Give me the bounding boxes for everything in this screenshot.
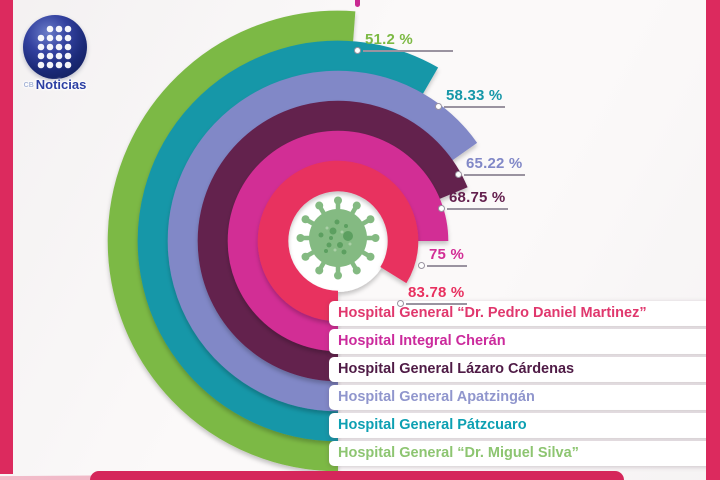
virus-spike-knob — [334, 271, 342, 280]
broadcaster-logo: CB Noticias — [20, 15, 90, 92]
logo-dot — [64, 61, 72, 69]
virus-spot — [344, 224, 348, 228]
virus-spike-knob — [352, 201, 361, 210]
virus-spike-knob — [301, 215, 310, 224]
logo-dot — [37, 34, 45, 42]
virus-spike-knob — [301, 252, 310, 261]
virus-body — [309, 209, 367, 267]
legend-row-hospital-2: Hospital General Lázaro Cárdenas — [329, 357, 714, 382]
virus-spike-knob — [352, 266, 361, 275]
virus-spot — [334, 219, 340, 225]
virus-spot — [329, 227, 337, 235]
virus-spike-knob — [296, 234, 305, 242]
logo-dot — [55, 43, 63, 51]
logo-dot — [64, 43, 72, 51]
virus-spike-knob — [366, 252, 375, 261]
dot-sphere-logo-icon — [23, 15, 87, 79]
logo-wordmark: CB Noticias — [20, 77, 90, 92]
virus-spike-knob — [334, 196, 342, 205]
logo-dot — [64, 34, 72, 42]
logo-dot — [55, 34, 63, 42]
arc-hospital-3 — [167, 70, 478, 412]
logo-dot — [37, 52, 45, 60]
logo-dot — [37, 61, 45, 69]
arc-group — [107, 10, 478, 472]
logo-dot — [64, 52, 72, 60]
virus-spot — [318, 232, 324, 238]
logo-dot — [55, 25, 63, 33]
logo-dot — [46, 61, 54, 69]
bottom-crimson-ribbon — [90, 471, 624, 480]
logo-name: Noticias — [35, 77, 87, 92]
virus-spike-knob — [371, 234, 380, 242]
legend-row-hospital-0: Hospital General “Dr. Pedro Daniel Marti… — [329, 301, 714, 326]
arc-hospital-0 — [257, 160, 419, 322]
logo-prefix: CB — [23, 82, 34, 89]
arc-hospital-5 — [107, 10, 356, 472]
virus-spot — [341, 249, 347, 255]
logo-dot — [46, 25, 54, 33]
pct-label-0: 83.78 % — [396, 284, 468, 307]
left-border-strip — [0, 0, 13, 474]
logo-dot-matrix — [37, 25, 72, 69]
virus-spot — [329, 236, 333, 240]
coronavirus-icon — [296, 196, 380, 280]
virus-spot — [326, 242, 332, 248]
virus-spike-knob — [315, 201, 324, 210]
legend-row-hospital-4: Hospital General Pátzcuaro — [329, 413, 714, 438]
virus-spike-knob — [366, 215, 375, 224]
pct-value: 51.2 % — [354, 31, 453, 54]
pct-label-5: 51.2 % — [354, 31, 453, 54]
arc-hospital-1 — [227, 130, 449, 352]
virus-speckle — [325, 226, 329, 230]
pct-value: 58.33 % — [434, 87, 506, 110]
logo-dot — [55, 61, 63, 69]
legend-row-hospital-1: Hospital Integral Cherán — [329, 329, 714, 354]
logo-dot — [64, 25, 72, 33]
pct-value: 65.22 % — [454, 155, 526, 178]
logo-dot — [46, 52, 54, 60]
virus-spot — [337, 242, 343, 248]
pct-label-1: 75 % — [418, 246, 467, 269]
pct-value: 83.78 % — [396, 284, 468, 307]
virus-spot — [324, 249, 328, 253]
pct-label-3: 65.22 % — [454, 155, 526, 178]
pct-label-2: 68.75 % — [437, 189, 509, 212]
pct-label-4: 58.33 % — [434, 87, 506, 110]
arc-hospital-4 — [137, 40, 439, 442]
logo-dot — [46, 34, 54, 42]
logo-dot — [46, 43, 54, 51]
virus-spike-knob — [315, 266, 324, 275]
logo-dot — [55, 52, 63, 60]
pct-value: 75 % — [418, 246, 467, 269]
virus-spot — [343, 231, 353, 241]
virus-speckle — [348, 242, 352, 246]
legend-row-hospital-5: Hospital General “Dr. Miguel Silva” — [329, 441, 714, 466]
pct-value: 68.75 % — [437, 189, 509, 212]
virus-speckle — [333, 248, 337, 252]
clipped-title-descender — [355, 0, 360, 7]
legend-row-hospital-3: Hospital General Apatzingán — [329, 385, 714, 410]
virus-speckle — [340, 230, 344, 234]
arc-hospital-2 — [197, 100, 468, 382]
logo-dot — [37, 43, 45, 51]
right-border-strip — [706, 0, 720, 480]
